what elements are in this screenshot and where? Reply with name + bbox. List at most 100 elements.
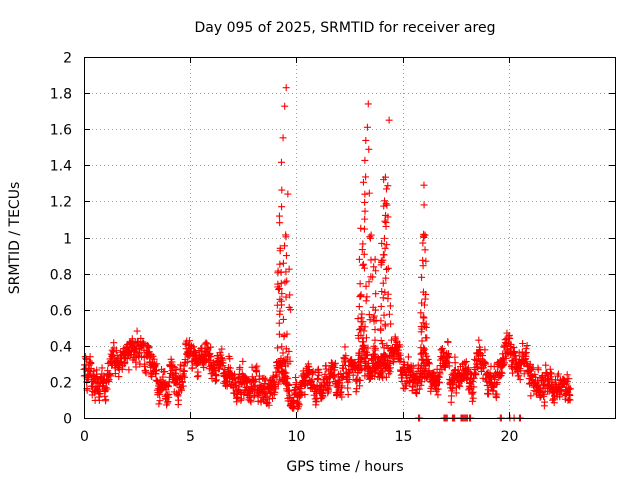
data-point <box>283 277 291 285</box>
data-point <box>436 370 444 378</box>
data-point <box>272 385 280 393</box>
data-point <box>284 353 292 361</box>
data-point <box>248 363 256 371</box>
data-point <box>380 311 388 319</box>
data-point <box>276 244 284 252</box>
data-point <box>380 234 388 242</box>
data-point <box>384 290 392 298</box>
data-point <box>239 357 247 365</box>
y-tick-label: 1.8 <box>50 87 72 103</box>
data-point <box>357 224 365 232</box>
data-point <box>219 359 227 367</box>
data-point <box>161 368 169 376</box>
chart-title: Day 095 of 2025, SRMTID for receiver are… <box>195 20 496 36</box>
data-point <box>164 398 172 406</box>
data-point <box>436 379 444 387</box>
data-point <box>106 371 114 379</box>
data-point <box>419 313 427 321</box>
data-point <box>181 373 189 381</box>
data-point <box>417 309 425 317</box>
data-point <box>367 231 375 239</box>
data-point <box>278 186 286 194</box>
data-point <box>212 376 220 384</box>
data-point <box>534 366 542 374</box>
data-point <box>361 215 369 223</box>
data-point <box>419 256 427 264</box>
data-point <box>367 256 375 264</box>
data-point <box>380 176 388 184</box>
data-point <box>153 360 161 368</box>
data-point <box>421 231 429 239</box>
data-point <box>469 378 477 386</box>
data-point <box>168 358 176 366</box>
data-point <box>282 84 290 92</box>
data-point <box>382 200 390 208</box>
data-point <box>107 372 115 380</box>
data-point <box>169 362 177 370</box>
data-point <box>363 123 371 131</box>
data-point <box>370 263 378 271</box>
data-point <box>295 401 303 409</box>
data-point <box>269 394 277 402</box>
data-point <box>179 378 187 386</box>
data-point <box>565 375 573 383</box>
data-point <box>397 355 405 363</box>
data-point <box>380 350 388 358</box>
data-point <box>282 231 290 239</box>
data-point <box>128 335 136 343</box>
data-point <box>356 349 364 357</box>
data-point <box>207 343 215 351</box>
data-point <box>279 357 287 365</box>
data-point <box>115 373 123 381</box>
data-point <box>369 303 377 311</box>
data-point <box>379 279 387 287</box>
data-point <box>358 365 366 373</box>
data-point <box>301 390 309 398</box>
data-point <box>507 340 515 348</box>
data-point <box>142 369 150 377</box>
data-point <box>554 370 562 378</box>
data-point <box>371 326 379 334</box>
data-point <box>468 397 476 405</box>
data-point <box>298 389 306 397</box>
data-point <box>434 385 442 393</box>
data-point <box>396 343 404 351</box>
data-point <box>516 376 524 384</box>
data-point <box>357 292 365 300</box>
data-point <box>190 343 198 351</box>
data-point <box>226 355 234 363</box>
data-point <box>326 382 334 390</box>
data-point <box>175 396 183 404</box>
y-tick-label: 0.8 <box>50 268 72 284</box>
data-point <box>108 352 116 360</box>
data-point <box>260 374 268 382</box>
data-point <box>382 274 390 282</box>
data-point <box>384 264 392 272</box>
data-point <box>366 316 374 324</box>
data-point <box>468 389 476 397</box>
x-tick-label: 0 <box>80 429 89 445</box>
data-point <box>422 290 430 298</box>
data-point <box>281 278 289 286</box>
data-point <box>370 314 378 322</box>
data-point <box>472 370 480 378</box>
data-points <box>80 84 574 422</box>
data-point <box>420 201 428 209</box>
data-point <box>330 372 338 380</box>
data-point <box>417 350 425 358</box>
data-point <box>461 359 469 367</box>
data-point <box>172 366 180 374</box>
x-tick-label: 10 <box>288 429 306 445</box>
data-point <box>566 385 574 393</box>
data-point <box>364 100 372 108</box>
grid-layer <box>84 57 615 418</box>
data-point <box>309 367 317 375</box>
data-point <box>137 334 145 342</box>
data-point <box>342 352 350 360</box>
data-point <box>383 241 391 249</box>
data-point <box>360 264 368 272</box>
data-point <box>125 366 133 374</box>
data-point <box>133 327 141 335</box>
data-point <box>331 359 339 367</box>
data-point <box>362 136 370 144</box>
